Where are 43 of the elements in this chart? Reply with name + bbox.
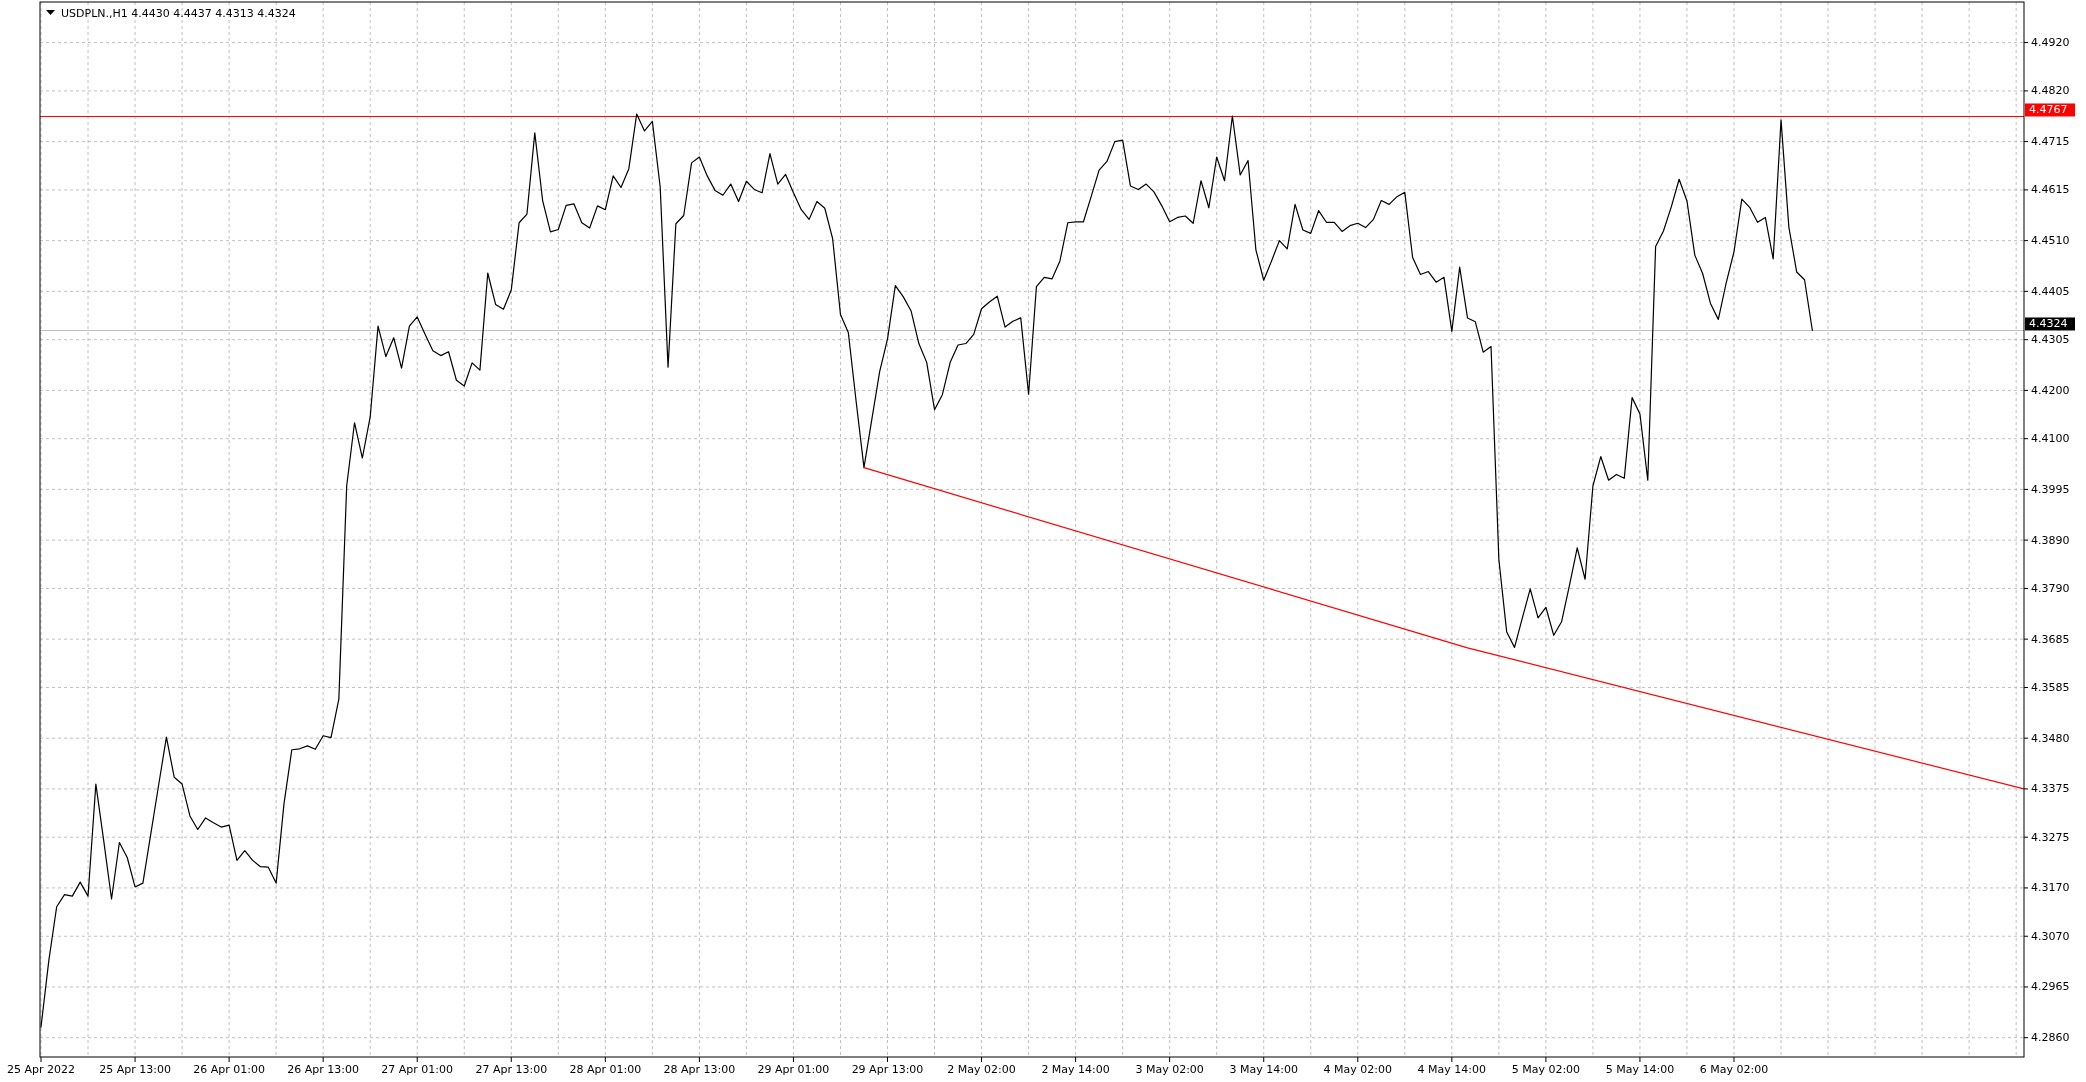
x-tick-label: 4 May 02:00	[1323, 1063, 1392, 1076]
y-tick-label: 4.4100	[2031, 432, 2070, 446]
x-tick-label: 5 May 02:00	[1511, 1063, 1581, 1076]
y-tick-label: 4.4615	[2031, 183, 2070, 197]
y-tick-label: 4.3585	[2031, 680, 2070, 694]
x-tick-label: 2 May 02:00	[947, 1063, 1016, 1076]
y-tick-label: 4.3790	[2031, 581, 2070, 595]
ref-line-label: 4.4324	[2029, 317, 2068, 331]
y-tick-label: 4.4200	[2031, 383, 2070, 397]
y-tick-label: 4.4405	[2031, 284, 2070, 298]
x-tick-label: 26 Apr 13:00	[287, 1063, 360, 1076]
y-tick-label: 4.3070	[2031, 929, 2070, 943]
x-tick-label: 26 Apr 01:00	[193, 1063, 265, 1076]
y-tick-label: 4.3375	[2031, 782, 2070, 796]
y-tick-label: 4.4510	[2031, 234, 2070, 248]
x-tick-label: 27 Apr 01:00	[381, 1063, 454, 1076]
y-tick-label: 4.4715	[2031, 135, 2070, 149]
y-tick-label: 4.2965	[2031, 980, 2070, 994]
x-tick-label: 29 Apr 13:00	[851, 1063, 924, 1076]
y-tick-label: 4.2860	[2031, 1031, 2070, 1045]
y-tick-label: 4.3480	[2031, 731, 2070, 745]
x-tick-label: 4 May 14:00	[1417, 1063, 1487, 1076]
x-tick-label: 25 Apr 2022	[6, 1063, 76, 1076]
x-tick-label: 25 Apr 13:00	[99, 1063, 171, 1076]
y-tick-label: 4.3995	[2031, 482, 2070, 496]
y-tick-label: 4.3685	[2031, 632, 2070, 646]
x-tick-label: 28 Apr 13:00	[663, 1063, 736, 1076]
ref-line-label: 4.4767	[2029, 103, 2068, 117]
y-tick-label: 4.4920	[2031, 36, 2070, 50]
x-tick-label: 3 May 14:00	[1229, 1063, 1298, 1076]
x-tick-label: 3 May 02:00	[1135, 1063, 1204, 1076]
y-tick-label: 4.4305	[2031, 333, 2070, 347]
x-tick-label: 6 May 02:00	[1699, 1063, 1769, 1076]
y-tick-label: 4.3170	[2031, 881, 2070, 895]
y-tick-label: 4.3890	[2031, 533, 2070, 547]
x-tick-label: 2 May 14:00	[1041, 1063, 1110, 1076]
x-tick-label: 5 May 14:00	[1605, 1063, 1675, 1076]
y-tick-label: 4.3275	[2031, 830, 2070, 844]
y-tick-label: 4.4820	[2031, 84, 2070, 98]
x-tick-label: 29 Apr 01:00	[757, 1063, 830, 1076]
text: USDPLN.,H1 4.4430 4.4437 4.4313 4.4324	[61, 6, 296, 20]
x-tick-label: 27 Apr 13:00	[475, 1063, 548, 1076]
x-tick-label: 28 Apr 01:00	[569, 1063, 642, 1076]
